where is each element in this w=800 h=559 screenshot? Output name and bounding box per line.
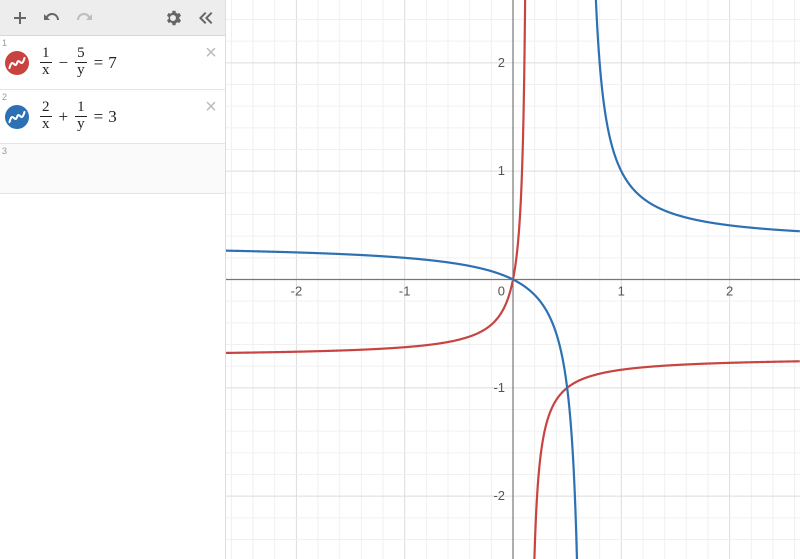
expression-sidebar: 1 1x − 5y = 7 × 2 bbox=[0, 0, 226, 559]
expression-index: 1 bbox=[2, 38, 7, 48]
svg-text:0: 0 bbox=[498, 284, 505, 299]
collapse-sidebar-button[interactable] bbox=[191, 4, 219, 32]
undo-button[interactable] bbox=[38, 4, 66, 32]
redo-button[interactable] bbox=[70, 4, 98, 32]
expression-color-swatch[interactable] bbox=[5, 105, 29, 129]
chevron-double-left-icon bbox=[197, 10, 213, 26]
graph-canvas[interactable]: -2 -1 1 2 -2 -1 1 2 0 bbox=[226, 0, 800, 559]
expression-row[interactable]: 2 2x + 1y = 3 × bbox=[0, 90, 225, 144]
svg-text:-2: -2 bbox=[291, 284, 303, 299]
sidebar-toolbar bbox=[0, 0, 225, 36]
expression-row[interactable]: 1 1x − 5y = 7 × bbox=[0, 36, 225, 90]
settings-button[interactable] bbox=[159, 4, 187, 32]
undo-icon bbox=[44, 10, 60, 26]
expression-formula[interactable]: 2x + 1y = 3 bbox=[34, 94, 197, 139]
delete-expression-button[interactable]: × bbox=[197, 96, 225, 119]
svg-text:2: 2 bbox=[726, 284, 733, 299]
expression-list: 1 1x − 5y = 7 × 2 bbox=[0, 36, 225, 559]
svg-text:-1: -1 bbox=[493, 380, 505, 395]
expression-index: 3 bbox=[2, 146, 7, 156]
plus-icon bbox=[12, 10, 28, 26]
graph-svg: -2 -1 1 2 -2 -1 1 2 0 bbox=[226, 0, 800, 559]
svg-text:1: 1 bbox=[498, 163, 505, 178]
svg-text:1: 1 bbox=[618, 284, 625, 299]
curve-icon bbox=[7, 107, 27, 127]
expression-index: 2 bbox=[2, 92, 7, 102]
expression-color-swatch[interactable] bbox=[5, 51, 29, 75]
svg-text:2: 2 bbox=[498, 55, 505, 70]
curve-icon bbox=[7, 53, 27, 73]
delete-expression-button[interactable]: × bbox=[197, 42, 225, 65]
add-expression-button[interactable] bbox=[6, 4, 34, 32]
empty-expression-row[interactable]: 3 bbox=[0, 144, 225, 194]
expression-formula[interactable]: 1x − 5y = 7 bbox=[34, 40, 197, 85]
redo-icon bbox=[76, 10, 92, 26]
gear-icon bbox=[165, 10, 181, 26]
svg-text:-1: -1 bbox=[399, 284, 411, 299]
svg-text:-2: -2 bbox=[493, 488, 505, 503]
